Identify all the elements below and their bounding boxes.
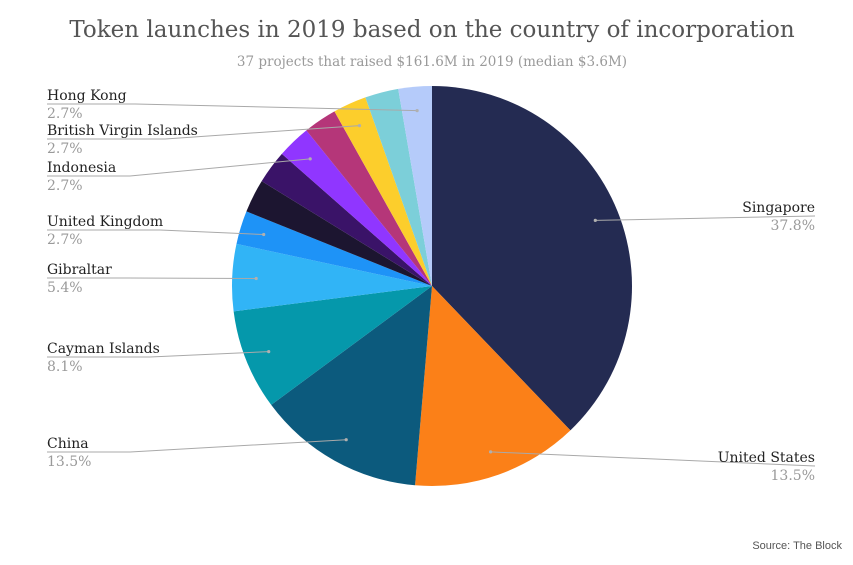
label-name-hong-kong: Hong Kong [47,88,127,104]
leader-line-china [47,439,347,453]
slice-labels: Singapore 37.8% United States 13.5% China 13.… [47,88,816,484]
pie-slice-hong-kong [398,86,432,286]
leader-line-gibraltar [47,277,257,279]
chart-subtitle: 37 projects that raised $161.6M in 2019 … [237,54,627,70]
leader-line-united-states [490,451,816,467]
label-name-united-states: United States [718,450,815,466]
leader-dot-hong-kong [415,109,419,113]
label-value-united-states: 13.5% [771,468,815,484]
label-value-hong-kong: 2.7% [47,106,83,122]
pie-slice-slice-12 [365,88,432,286]
leader-dot-indonesia [308,157,312,161]
leader-dot-british-virgin-islands [357,124,362,128]
pie-slice-united-kingdom [236,211,432,286]
label-name-cayman-islands: Cayman Islands [47,341,160,357]
pie-slice-slice-10 [306,111,432,287]
label-name-indonesia: Indonesia [47,160,116,176]
leader-dot-singapore [593,218,597,222]
pie-slice-singapore [432,86,633,431]
pie-slice-united-states [415,286,571,487]
label-name-china: China [47,436,89,452]
label-value-british-virgin-islands: 2.7% [47,141,83,157]
leader-line-hong-kong [47,103,418,112]
leader-line-united-kingdom [47,229,264,235]
label-value-gibraltar: 5.4% [47,280,83,296]
pie-slice-british-virgin-islands [334,97,432,286]
pie-slice-gibraltar [232,243,432,312]
label-name-british-virgin-islands: British Virgin Islands [47,123,198,139]
pie-slice-slice-7 [246,181,432,286]
pie-slices [232,86,633,487]
chart-title: Token launches in 2019 based on the coun… [69,17,795,43]
source-note: Source: The Block [752,540,842,552]
pie-slice-cayman-islands [233,286,432,405]
label-name-singapore: Singapore [742,200,815,216]
leader-line-british-virgin-islands [47,125,360,140]
leader-line-singapore [595,215,816,221]
pie-slice-china [271,286,432,486]
leader-line-cayman-islands [47,351,269,358]
label-value-singapore: 37.8% [771,218,815,234]
leader-dot-cayman-islands [267,350,271,354]
leader-line-indonesia [47,158,311,177]
leader-dot-gibraltar [254,276,258,281]
leader-dot-united-kingdom [262,232,266,237]
label-name-gibraltar: Gibraltar [47,262,112,278]
label-value-cayman-islands: 8.1% [47,359,83,375]
label-value-china: 13.5% [47,454,91,470]
label-value-indonesia: 2.7% [47,178,83,194]
pie-slice-indonesia [281,130,432,286]
pie-slice-slice-8 [261,153,432,286]
label-name-united-kingdom: United Kingdom [47,214,163,230]
label-value-united-kingdom: 2.7% [47,232,83,248]
leader-dot-china [344,438,348,442]
leader-dot-united-states [489,450,493,454]
